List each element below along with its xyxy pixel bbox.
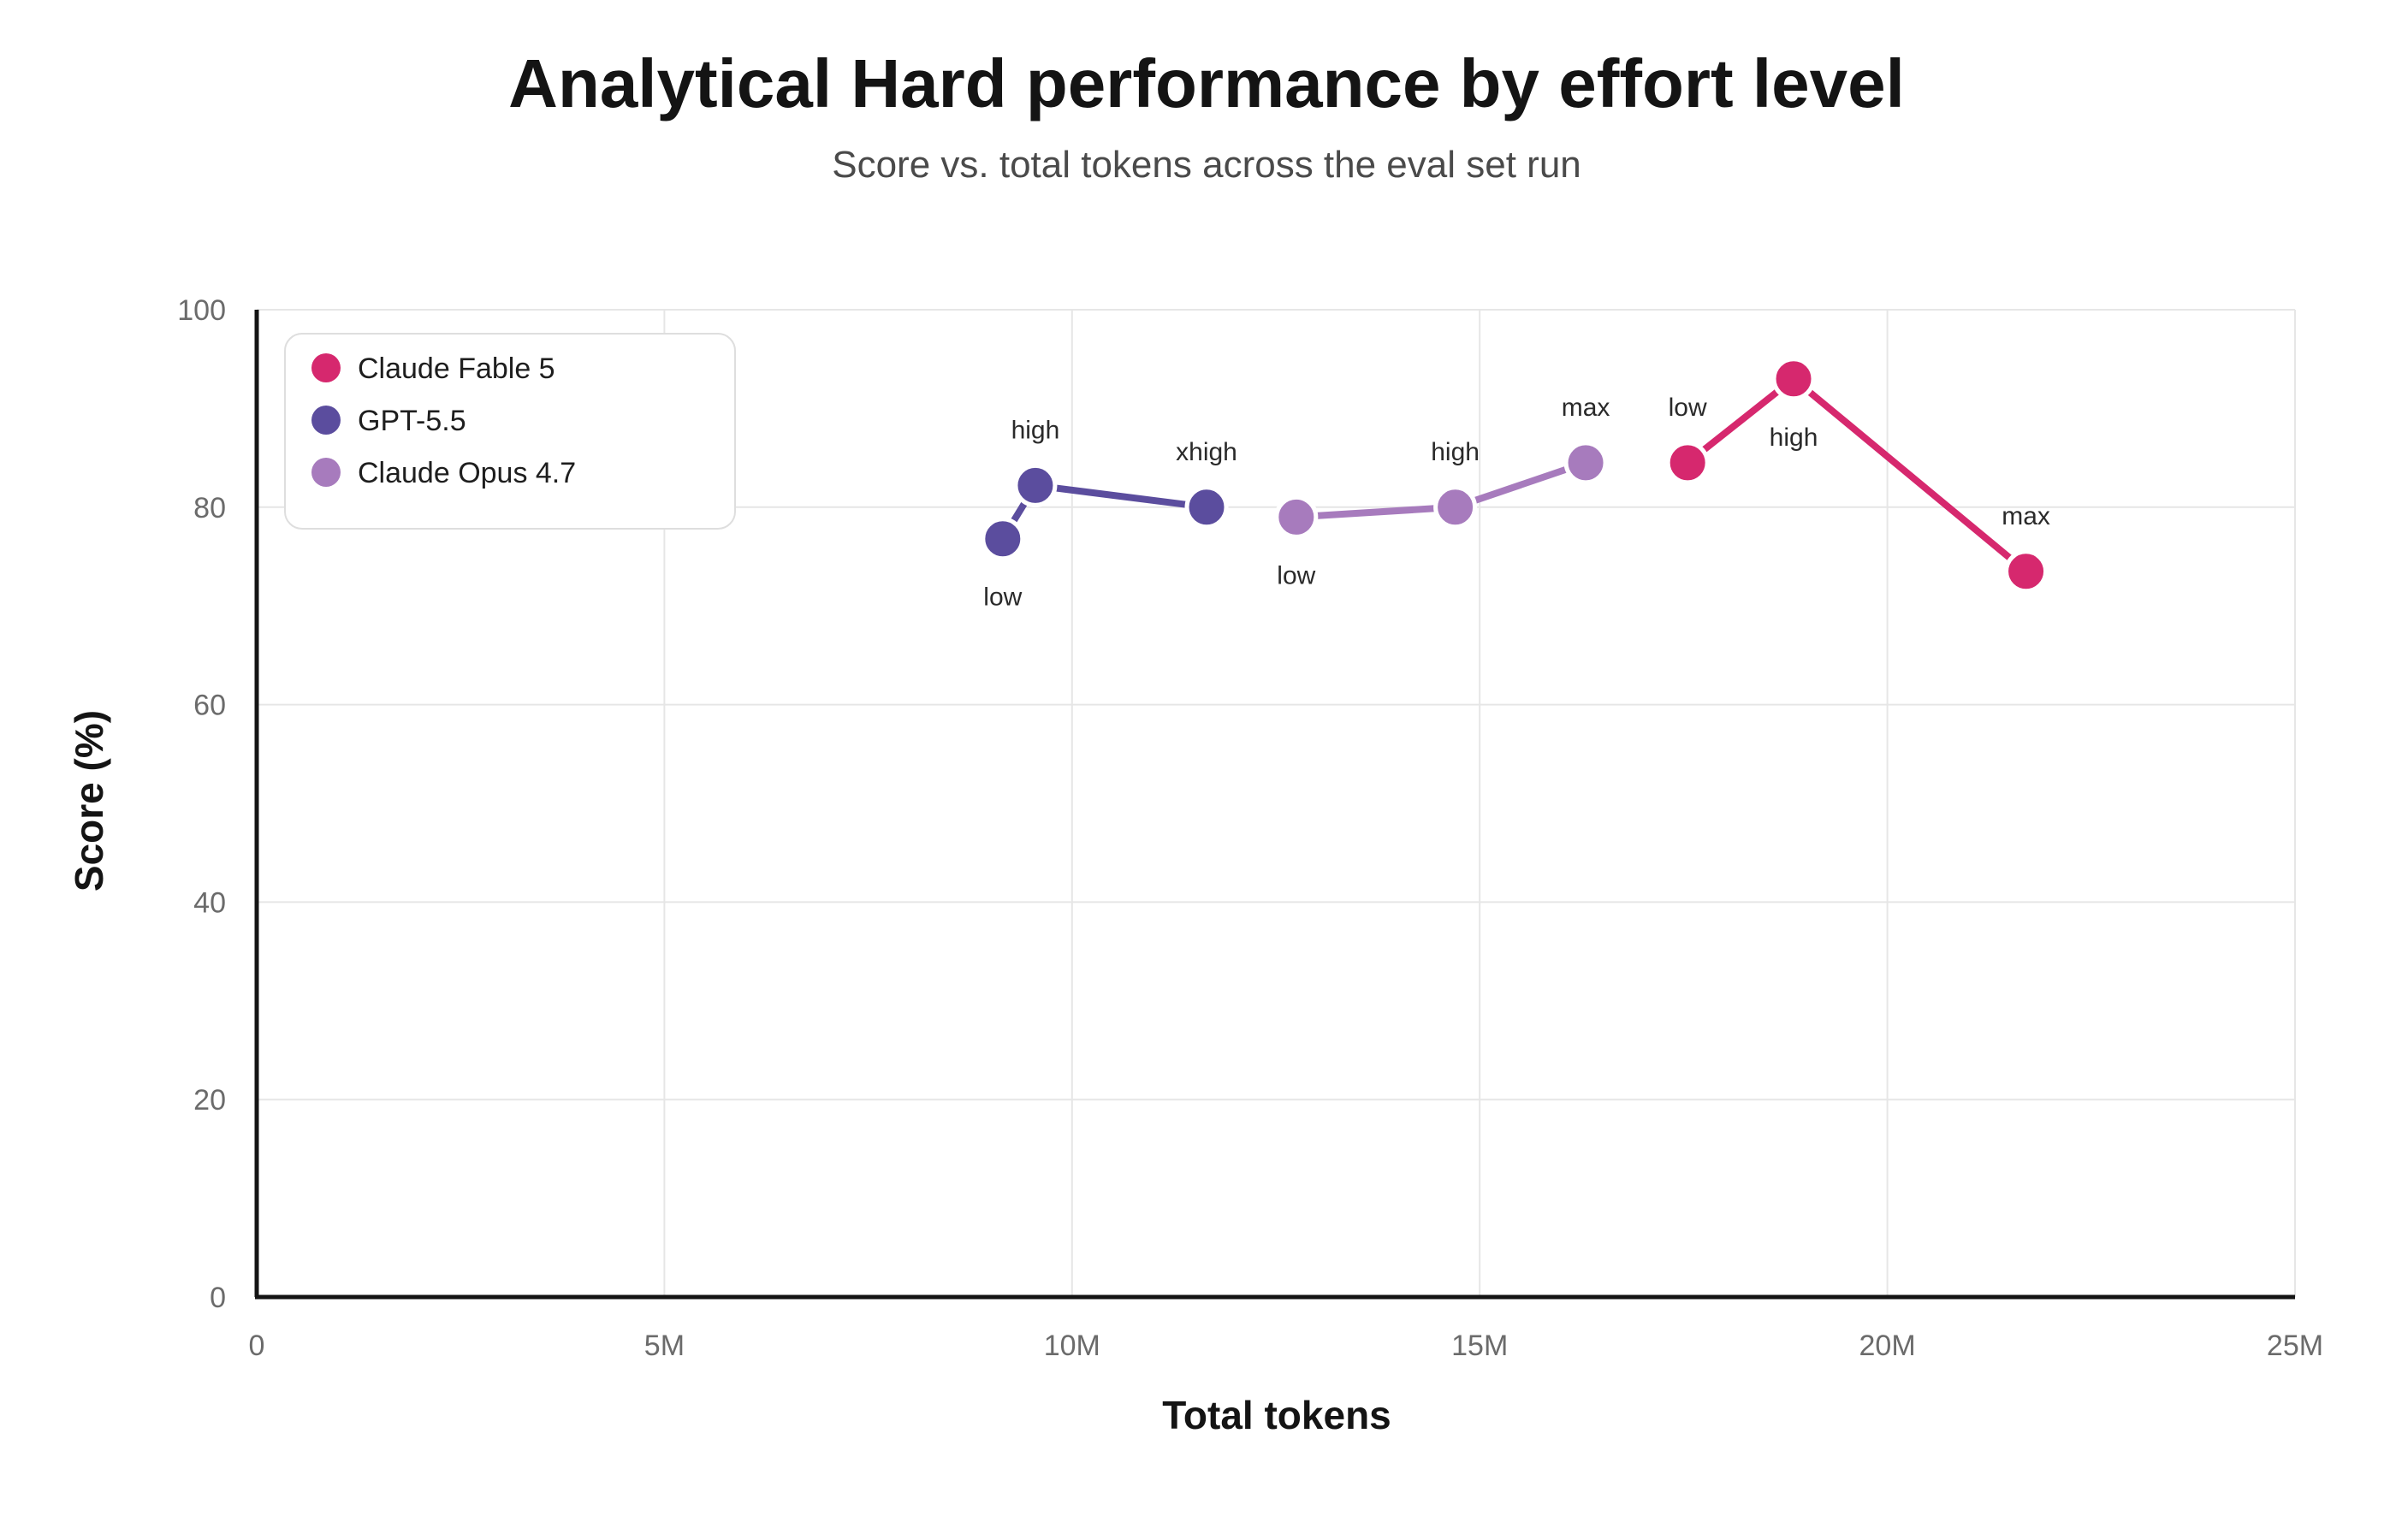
chart-title: Analytical Hard performance by effort le… xyxy=(508,45,1905,121)
y-tick-label-2: 40 xyxy=(193,886,226,919)
legend-label-2: Claude Opus 4.7 xyxy=(358,457,576,489)
axes xyxy=(254,310,2295,1300)
x-tick-label-2: 10M xyxy=(1044,1330,1100,1362)
legend: Claude Fable 5 GPT-5.5 Claude Opus 4.7 xyxy=(284,333,736,530)
series-0: low high max xyxy=(1665,357,2050,594)
legend-box xyxy=(284,333,736,530)
x-tick-label-0: 0 xyxy=(249,1330,265,1362)
point-label-2-0: low xyxy=(1277,561,1315,589)
point-label-2-2: max xyxy=(1562,394,1610,422)
y-axis-label: Score (%) xyxy=(67,710,111,891)
x-tick-label-5: 25M xyxy=(2267,1330,2323,1362)
point-label-1-2: xhigh xyxy=(1176,438,1237,466)
data-point-1-2 xyxy=(1184,485,1229,530)
point-label-2-1: high xyxy=(1431,438,1480,466)
x-axis-label: Total tokens xyxy=(1162,1393,1391,1437)
point-label-0-2: max xyxy=(2002,502,2050,530)
series: low high max low high xhigh low high max xyxy=(981,357,2050,612)
series-1: low high xhigh xyxy=(981,416,1237,612)
legend-marker-0 xyxy=(311,353,341,382)
chart-subtitle: Score vs. total tokens across the eval s… xyxy=(832,144,1581,186)
y-tick-label-1: 20 xyxy=(193,1084,226,1116)
legend-label-1: GPT-5.5 xyxy=(358,405,466,437)
x-tick-label-3: 15M xyxy=(1451,1330,1508,1362)
y-tick-label-3: 60 xyxy=(193,690,226,722)
x-tick-label-4: 20M xyxy=(1859,1330,1916,1362)
point-label-1-1: high xyxy=(1011,416,1060,444)
legend-label-0: Claude Fable 5 xyxy=(358,352,555,385)
point-label-0-1: high xyxy=(1770,424,1818,452)
point-label-0-0: low xyxy=(1669,394,1707,422)
series-2: low high max xyxy=(1274,394,1610,589)
legend-marker-1 xyxy=(311,406,341,435)
tick-labels: 0 5M 10M 15M 20M 25M 0 20 40 60 80 100 xyxy=(177,294,2323,1362)
data-point-2-2 xyxy=(1563,441,1608,485)
data-point-2-1 xyxy=(1433,485,1478,530)
y-tick-label-0: 0 xyxy=(210,1282,226,1314)
data-point-0-2 xyxy=(2004,549,2049,594)
data-point-1-1 xyxy=(1013,463,1058,507)
data-point-1-0 xyxy=(981,517,1025,561)
data-point-2-0 xyxy=(1274,495,1319,539)
legend-marker-2 xyxy=(311,458,341,487)
data-point-0-0 xyxy=(1665,441,1710,485)
series-line-0 xyxy=(1684,375,2030,575)
x-tick-label-1: 5M xyxy=(644,1330,685,1362)
data-point-0-1 xyxy=(1771,357,1816,401)
y-tick-label-4: 80 xyxy=(193,492,226,524)
y-tick-label-5: 100 xyxy=(177,294,226,327)
point-label-1-0: low xyxy=(983,583,1022,612)
